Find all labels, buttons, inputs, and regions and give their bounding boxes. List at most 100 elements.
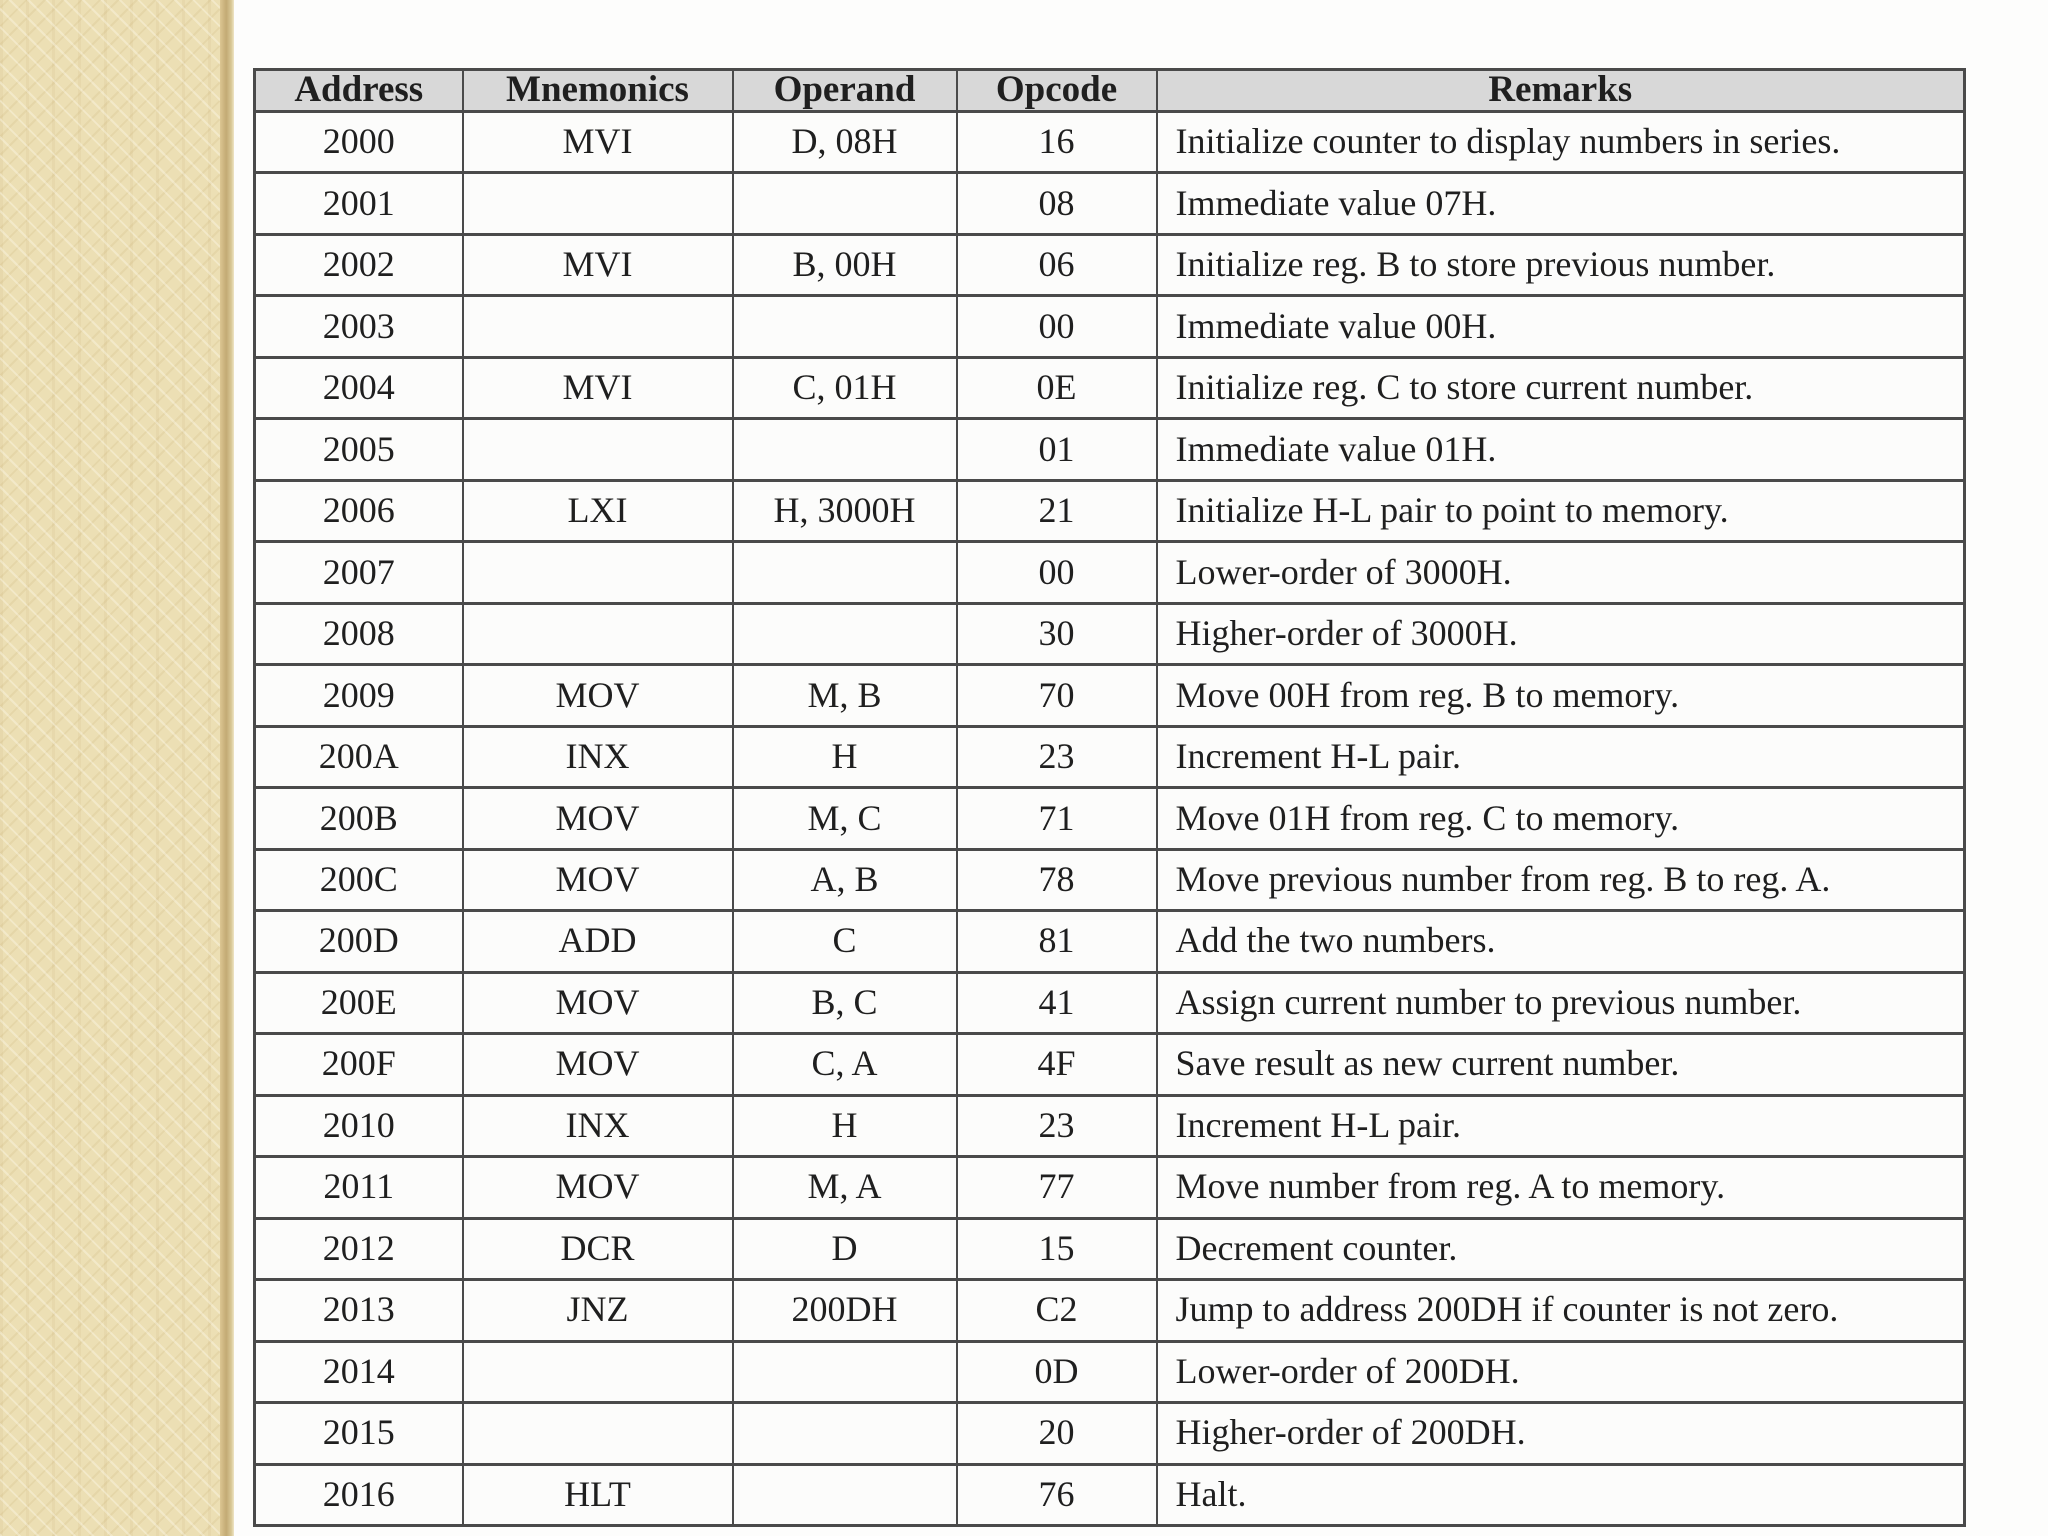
table-row: 2013 JNZ 200DH C2 Jump to address 200DH if c…: [253, 1278, 1966, 1343]
table-row: 200E MOV B, C 41 Assign current number to pr…: [253, 970, 1966, 1036]
cell-operand: B, 00H: [731, 232, 958, 298]
table-row: 2002 MVI B, 00H 06 Initialize reg. B to stor…: [253, 232, 1966, 298]
cell-opcode: C2: [955, 1278, 1158, 1343]
cell-address: 2014: [253, 1339, 464, 1405]
cell-address: 2010: [253, 1093, 464, 1159]
cell-mnemonics: INX: [461, 724, 734, 790]
cell-operand: [731, 1401, 958, 1466]
cell-opcode: 00: [955, 294, 1158, 359]
cell-address: 2011: [253, 1155, 464, 1220]
cell-operand: [731, 1339, 958, 1405]
cell-mnemonics: JNZ: [461, 1278, 734, 1343]
cell-opcode: 71: [955, 786, 1158, 851]
cell-mnemonics: MOV: [461, 786, 734, 851]
cell-address: 200C: [253, 847, 464, 913]
cell-address: 200F: [253, 1032, 464, 1097]
cell-opcode: 16: [955, 109, 1158, 175]
left-texture-strip: [0, 0, 220, 1536]
cell-operand: [731, 417, 958, 482]
cell-remarks: Decrement counter.: [1155, 1216, 1966, 1282]
table-row: 200A INX H 23 Increment H-L pair.: [253, 724, 1966, 790]
table-row: 2000 MVI D, 08H 16 Initialize counter to dis…: [253, 109, 1966, 175]
column-header-address: Address: [253, 68, 464, 113]
table-header-row: Address Mnemonics Operand Opcode Remarks: [253, 68, 1966, 113]
cell-remarks: Add the two numbers.: [1155, 909, 1966, 974]
cell-opcode: 06: [955, 232, 1158, 298]
cell-opcode: 20: [955, 1401, 1158, 1466]
table-row: 2009 MOV M, B 70 Move 00H from reg. B to mem…: [253, 663, 1966, 728]
table-row: 2010 INX H 23 Increment H-L pair.: [253, 1093, 1966, 1159]
cell-opcode: 00: [955, 540, 1158, 605]
table-row: 2007 00 Lower-order of 3000H.: [253, 540, 1966, 605]
cell-remarks: Assign current number to previous number…: [1155, 970, 1966, 1036]
cell-operand: C, 01H: [731, 355, 958, 421]
cell-address: 200E: [253, 970, 464, 1036]
table-row: 2004 MVI C, 01H 0E Initialize reg. C to stor…: [253, 355, 1966, 421]
cell-operand: H: [731, 1093, 958, 1159]
cell-operand: A, B: [731, 847, 958, 913]
cell-mnemonics: MOV: [461, 663, 734, 728]
cell-operand: D: [731, 1216, 958, 1282]
cell-address: 2005: [253, 417, 464, 482]
table-row: 2012 DCR D 15 Decrement counter.: [253, 1216, 1966, 1282]
cell-remarks: Save result as new current number.: [1155, 1032, 1966, 1097]
cell-mnemonics: MOV: [461, 970, 734, 1036]
table-row: 200D ADD C 81 Add the two numbers.: [253, 909, 1966, 974]
cell-remarks: Initialize H-L pair to point to memory.: [1155, 478, 1966, 544]
table-body: 2000 MVI D, 08H 16 Initialize counter to dis…: [253, 109, 1966, 1527]
cell-address: 200A: [253, 724, 464, 790]
table-row: 2006 LXI H, 3000H 21 Initialize H-L pair to …: [253, 478, 1966, 544]
cell-opcode: 08: [955, 171, 1158, 236]
cell-opcode: 0E: [955, 355, 1158, 421]
cell-address: 2016: [253, 1462, 464, 1527]
cell-operand: C: [731, 909, 958, 974]
cell-remarks: Immediate value 01H.: [1155, 417, 1966, 482]
cell-address: 200B: [253, 786, 464, 851]
cell-mnemonics: MOV: [461, 1032, 734, 1097]
table-row: 200C MOV A, B 78 Move previous number from r…: [253, 847, 1966, 913]
cell-address: 2012: [253, 1216, 464, 1282]
cell-mnemonics: MVI: [461, 109, 734, 175]
cell-remarks: Immediate value 07H.: [1155, 171, 1966, 236]
cell-address: 2013: [253, 1278, 464, 1343]
cell-remarks: Move previous number from reg. B to reg.…: [1155, 847, 1966, 913]
cell-address: 2006: [253, 478, 464, 544]
cell-operand: [731, 294, 958, 359]
cell-operand: [731, 1462, 958, 1527]
cell-mnemonics: [461, 1401, 734, 1466]
column-header-mnemonics: Mnemonics: [461, 68, 734, 113]
cell-address: 2000: [253, 109, 464, 175]
table-row: 2001 08 Immediate value 07H.: [253, 171, 1966, 236]
table-row: 2011 MOV M, A 77 Move number from reg. A to …: [253, 1155, 1966, 1220]
cell-address: 2002: [253, 232, 464, 298]
table-row: 200B MOV M, C 71 Move 01H from reg. C to mem…: [253, 786, 1966, 851]
column-header-opcode: Opcode: [955, 68, 1158, 113]
cell-opcode: 21: [955, 478, 1158, 544]
cell-remarks: Lower-order of 200DH.: [1155, 1339, 1966, 1405]
cell-remarks: Lower-order of 3000H.: [1155, 540, 1966, 605]
cell-remarks: Higher-order of 3000H.: [1155, 601, 1966, 667]
cell-mnemonics: [461, 171, 734, 236]
cell-mnemonics: [461, 294, 734, 359]
cell-operand: H: [731, 724, 958, 790]
cell-mnemonics: HLT: [461, 1462, 734, 1527]
cell-opcode: 23: [955, 724, 1158, 790]
cell-mnemonics: [461, 540, 734, 605]
cell-operand: M, A: [731, 1155, 958, 1220]
cell-address: 2004: [253, 355, 464, 421]
cell-opcode: 4F: [955, 1032, 1158, 1097]
cell-opcode: 15: [955, 1216, 1158, 1282]
cell-address: 2003: [253, 294, 464, 359]
cell-operand: M, B: [731, 663, 958, 728]
cell-address: 2007: [253, 540, 464, 605]
table-row: 2015 20 Higher-order of 200DH.: [253, 1401, 1966, 1466]
cell-operand: [731, 540, 958, 605]
program-table: Address Mnemonics Operand Opcode Remarks…: [253, 68, 1966, 1527]
cell-opcode: 70: [955, 663, 1158, 728]
cell-remarks: Move 00H from reg. B to memory.: [1155, 663, 1966, 728]
cell-mnemonics: MVI: [461, 232, 734, 298]
cell-opcode: 23: [955, 1093, 1158, 1159]
table-row: 2014 0D Lower-order of 200DH.: [253, 1339, 1966, 1405]
cell-operand: [731, 601, 958, 667]
